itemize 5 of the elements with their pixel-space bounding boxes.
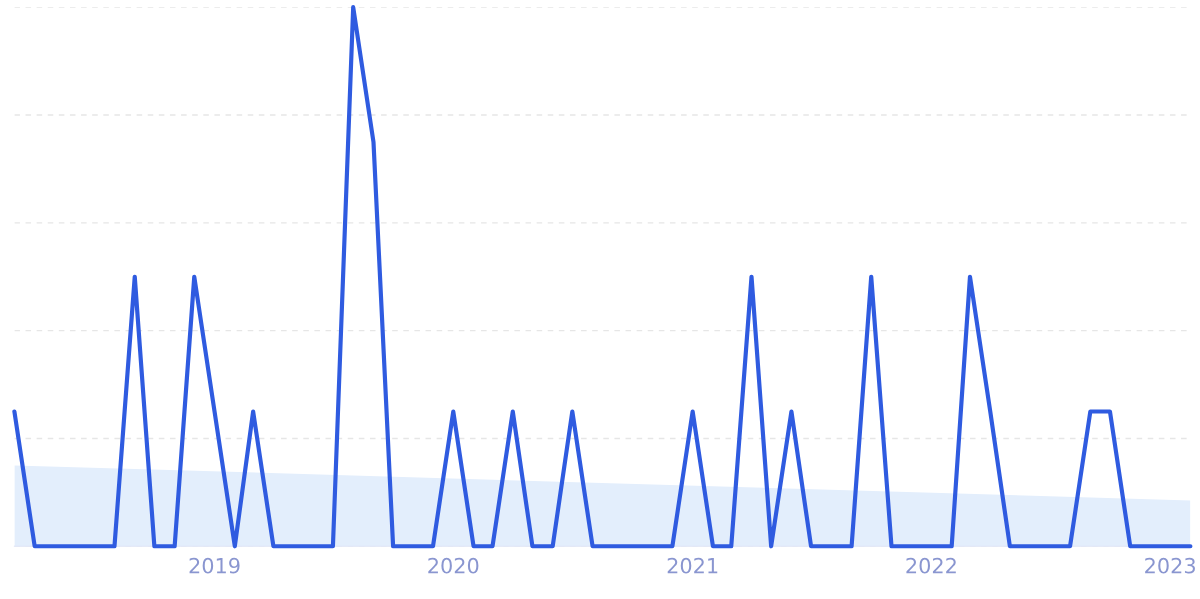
x-tick-label: 2021 bbox=[667, 557, 718, 574]
x-tick-label: 2022 bbox=[906, 557, 956, 574]
x-tick-label: 2023 bbox=[1145, 557, 1195, 574]
x-tick-label: 2019 bbox=[189, 557, 240, 574]
x-tick-label: 2020 bbox=[428, 557, 479, 574]
